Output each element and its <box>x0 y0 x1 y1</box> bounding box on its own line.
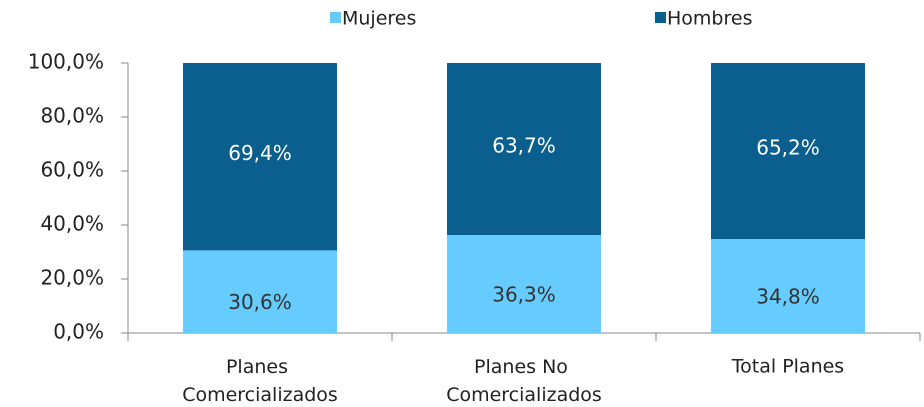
y-tick-label: 0,0% <box>53 320 104 344</box>
y-tick-label: 40,0% <box>40 212 104 236</box>
bar-segment <box>711 63 865 240</box>
data-label: 69,4% <box>228 141 292 165</box>
data-label: 34,8% <box>756 285 820 309</box>
data-label: 63,7% <box>492 133 556 157</box>
x-tick-label: Planes Comercializados <box>182 356 338 406</box>
legend-swatch <box>330 12 341 23</box>
y-tick-label: 100,0% <box>28 50 104 74</box>
legend-label: Mujeres <box>342 8 416 30</box>
bar-segment <box>447 63 601 235</box>
y-tick-label: 60,0% <box>40 158 104 182</box>
data-label: 36,3% <box>492 282 556 306</box>
bar-segment <box>711 239 865 333</box>
data-label: 65,2% <box>756 136 820 160</box>
bar-segment <box>447 234 601 333</box>
y-tick-label: 80,0% <box>40 104 104 128</box>
bar-segment <box>183 63 337 251</box>
bar-segment <box>183 250 337 333</box>
legend-label: Hombres <box>667 8 752 30</box>
y-tick-label: 20,0% <box>40 266 104 290</box>
data-label: 30,6% <box>228 290 292 314</box>
x-tick-label: Planes No Comercializados <box>446 356 602 406</box>
legend-swatch <box>655 12 666 23</box>
x-tick-label: Total Planes <box>731 356 844 378</box>
